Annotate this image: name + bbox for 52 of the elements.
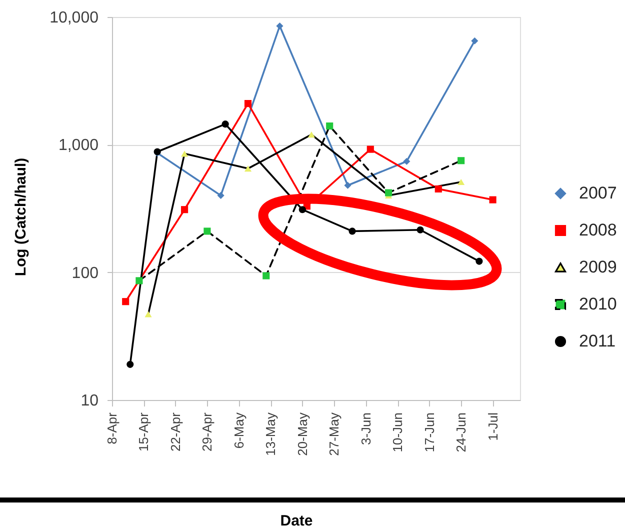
point [344, 182, 352, 189]
legend-label: 2010 [579, 294, 617, 314]
point [458, 178, 465, 186]
point [298, 206, 306, 214]
point [144, 311, 152, 318]
x-tick-label: 3-Jun [358, 412, 374, 446]
point [204, 228, 211, 235]
point [489, 196, 496, 204]
point [384, 189, 392, 196]
x-tick-label: 22-Apr [168, 412, 183, 452]
point [308, 131, 316, 138]
point [471, 37, 478, 44]
point [476, 258, 483, 265]
point [326, 122, 334, 130]
point [136, 277, 143, 284]
x-tick-label: 17-Jun [422, 412, 437, 452]
point [180, 206, 188, 214]
point [217, 192, 224, 200]
point [126, 360, 134, 368]
x-tick-label: 6-May [231, 412, 246, 449]
point [244, 165, 252, 172]
legend-label: 2011 [579, 332, 616, 350]
y-axis-title: Log (Catch/haul) [12, 158, 30, 276]
point [244, 100, 252, 108]
legend-label: 2007 [579, 184, 617, 202]
point [434, 185, 442, 192]
point [403, 158, 410, 165]
y-tick-label: 1,000 [58, 137, 99, 154]
x-tick-label: 15-Apr [136, 412, 152, 452]
legend-label: 2009 [579, 258, 617, 276]
x-tick-label: 10-Jun [390, 412, 406, 452]
point [458, 157, 465, 164]
point [348, 228, 356, 235]
point [366, 146, 374, 153]
x-tick-label: 24-Jun [454, 412, 469, 452]
point [122, 298, 130, 306]
x-tick-label: 29-Apr [200, 412, 215, 452]
x-tick-label: 20-May [294, 412, 310, 456]
point [222, 120, 229, 128]
point [262, 272, 270, 280]
x-tick-label: 8-Apr [104, 412, 120, 444]
point [416, 226, 424, 234]
y-tick-label: 10 [80, 392, 99, 410]
x-tick-label: 1-Jul [485, 412, 500, 441]
x-axis-title: Date [280, 512, 313, 530]
y-tick-label: 100 [72, 264, 99, 282]
point [276, 22, 284, 30]
x-tick-label: 13-May [263, 412, 278, 456]
legend-label: 2008 [579, 220, 617, 240]
point [180, 150, 188, 157]
x-tick-label: 27-May [326, 412, 342, 456]
y-tick-label: 10,000 [50, 10, 99, 26]
